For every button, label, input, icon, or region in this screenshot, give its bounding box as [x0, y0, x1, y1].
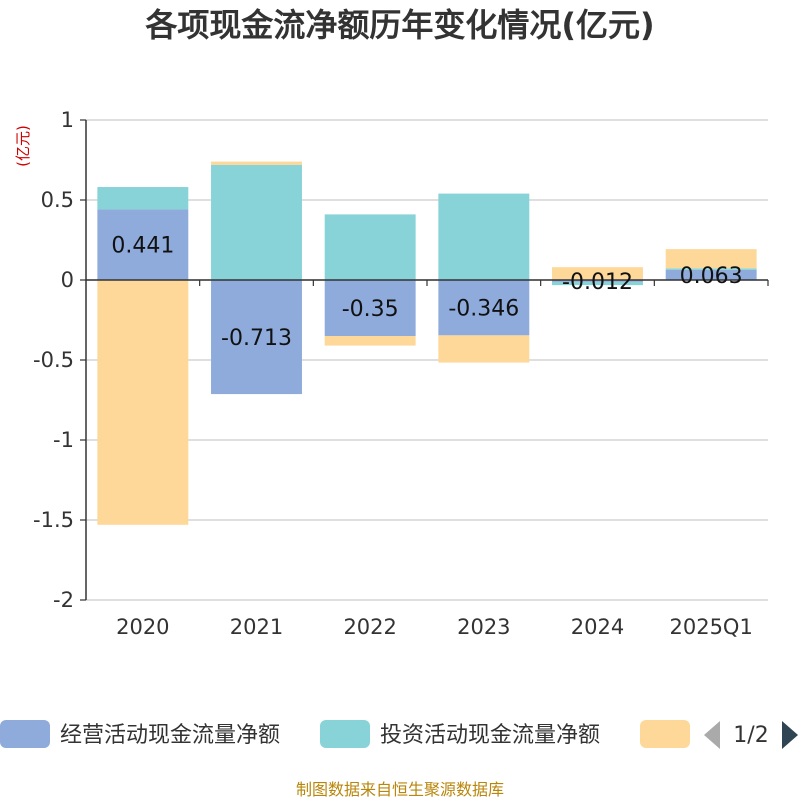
bar-segment-2022-s1[interactable] — [324, 280, 416, 336]
axes: 1 0.5 0 -0.5 -1 -1.5 -2 2020 2021 2022 2023 2024 202… — [33, 108, 769, 639]
y-tick-label: -1 — [53, 428, 74, 452]
legend-swatch — [640, 720, 690, 748]
bar-segment-2020-s3[interactable] — [97, 280, 189, 525]
x-category-label: 2024 — [571, 615, 624, 639]
bar-segment-2024-s3[interactable] — [552, 267, 643, 280]
bar-segment-2024-s2[interactable] — [552, 281, 643, 286]
y-tick-label: -1.5 — [33, 508, 74, 532]
y-tick-label: 0.5 — [41, 188, 74, 212]
legend[interactable]: 经营活动现金流量净额 投资活动现金流量净额 1/2 — [0, 720, 798, 749]
bar-segment-2022-s3[interactable] — [324, 336, 416, 346]
legend-swatch — [0, 720, 50, 748]
x-category-label: 2020 — [116, 615, 169, 639]
data-label: -0.012 — [562, 270, 633, 295]
chart-title: 各项现金流净额历年变化情况(亿元) — [145, 6, 654, 44]
bar-segment-2025Q1-s2[interactable] — [665, 268, 757, 270]
bars — [97, 161, 757, 525]
y-tick-label: -0.5 — [33, 348, 74, 372]
data-label: -0.346 — [448, 297, 519, 322]
data-label: -0.713 — [221, 326, 292, 351]
legend-label: 投资活动现金流量净额 — [380, 723, 600, 748]
x-category-label: 2022 — [343, 615, 396, 639]
bar-segment-2025Q1-s1[interactable] — [665, 269, 757, 280]
y-tick-label: -2 — [53, 588, 74, 612]
y-tick-label: 0 — [61, 268, 74, 292]
bar-segment-2023-s1[interactable] — [438, 280, 530, 336]
bar-segment-2023-s2[interactable] — [438, 193, 530, 280]
data-label: -0.35 — [342, 297, 399, 322]
bar-segment-2020-s2[interactable] — [97, 187, 189, 210]
y-tick-label: 1 — [61, 108, 74, 132]
bar-segment-2023-s3[interactable] — [438, 335, 530, 363]
bar-segment-2021-s3[interactable] — [211, 161, 302, 165]
legend-prev-icon[interactable] — [704, 721, 720, 749]
legend-swatch — [320, 720, 370, 748]
data-label: 0.063 — [680, 264, 743, 289]
bar-segment-2024-s1[interactable] — [552, 280, 643, 282]
bar-segment-2020-s1[interactable] — [97, 209, 189, 280]
legend-label: 经营活动现金流量净额 — [60, 723, 280, 748]
bar-segment-2025Q1-s3[interactable] — [665, 249, 757, 269]
bar-segment-2022-s2[interactable] — [324, 214, 416, 280]
bar-segment-2021-s1[interactable] — [211, 280, 302, 395]
x-category-label: 2021 — [230, 615, 283, 639]
data-labels: 0.441 -0.713 -0.35 -0.346 -0.012 0.063 — [111, 234, 742, 351]
legend-item-3[interactable] — [640, 720, 690, 748]
legend-next-icon[interactable] — [782, 721, 798, 749]
legend-item-1[interactable]: 经营活动现金流量净额 — [0, 720, 280, 748]
y-unit-label: (亿元) — [14, 125, 32, 167]
x-category-label: 2023 — [457, 615, 510, 639]
legend-item-2[interactable]: 投资活动现金流量净额 — [320, 720, 600, 748]
data-label: 0.441 — [111, 234, 174, 259]
source-note: 制图数据来自恒生聚源数据库 — [296, 780, 504, 799]
legend-page-indicator: 1/2 — [733, 723, 768, 748]
x-category-label: 2025Q1 — [669, 615, 752, 639]
bar-segment-2021-s2[interactable] — [211, 164, 302, 280]
